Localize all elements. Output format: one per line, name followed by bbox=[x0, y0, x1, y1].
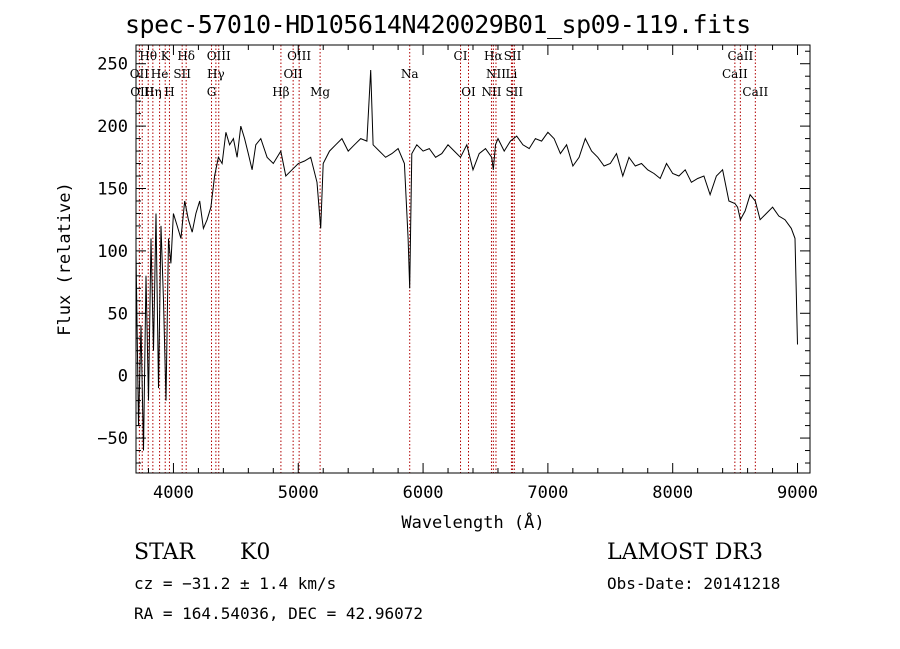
spectral-line-label: OIII bbox=[130, 85, 154, 99]
x-axis-label: Wavelength (Å) bbox=[401, 511, 544, 533]
spectral-line-label: OI bbox=[461, 85, 476, 99]
y-tick-label: −50 bbox=[97, 429, 128, 449]
x-tick-label: 9000 bbox=[777, 483, 818, 503]
flux-series-line bbox=[135, 69, 798, 451]
x-tick-label: 5000 bbox=[278, 483, 319, 503]
spectral-line-label: OII bbox=[130, 67, 150, 81]
y-tick-label: 150 bbox=[97, 179, 128, 199]
spectral-line-label: OII bbox=[283, 67, 303, 81]
cz-value: cz = −31.2 ± 1.4 km/s bbox=[134, 574, 337, 593]
spectral-line-label: OIII bbox=[207, 49, 231, 63]
radec-value: RA = 164.54036, DEC = 42.96072 bbox=[134, 604, 423, 623]
spectral-line-label: G bbox=[207, 85, 217, 99]
spectral-line-label: Na bbox=[401, 67, 419, 81]
spectral-line-label: Mg bbox=[310, 85, 330, 99]
survey-name: LAMOST DR3 bbox=[607, 540, 763, 565]
y-tick-label: 50 bbox=[108, 304, 128, 324]
spectral-line-label: CaII bbox=[722, 67, 748, 81]
y-tick-label: 0 bbox=[118, 367, 128, 387]
object-class: STAR bbox=[134, 540, 195, 565]
spectral-line-label: OIII bbox=[287, 49, 311, 63]
spectral-line-label: Hθ bbox=[139, 49, 157, 63]
spectral-line-label: CaII bbox=[742, 85, 768, 99]
plot-frame bbox=[135, 44, 811, 474]
x-tick-label: 8000 bbox=[652, 483, 693, 503]
y-tick-label: 250 bbox=[97, 55, 128, 75]
spectral-line-label: NII bbox=[481, 85, 501, 99]
spectral-line-label: SII bbox=[173, 67, 191, 81]
obs-date: Obs-Date: 20141218 bbox=[607, 574, 781, 593]
spectral-line-label: Hα bbox=[484, 49, 503, 63]
spectral-line-label: H bbox=[164, 85, 174, 99]
spectral-line-label: CaII bbox=[727, 49, 753, 63]
spectral-line-label: NII bbox=[486, 67, 506, 81]
y-tick-label: 200 bbox=[97, 117, 128, 137]
spectral-line-label: Hη bbox=[144, 85, 162, 99]
spectral-line-label: Li bbox=[506, 67, 518, 81]
y-axis-label: Flux (relative) bbox=[55, 182, 75, 336]
spectral-line-label: Hδ bbox=[177, 49, 195, 63]
spectral-line-label: SII bbox=[505, 85, 523, 99]
spectral-line-label: Hβ bbox=[272, 85, 289, 99]
x-tick-label: 4000 bbox=[153, 483, 194, 503]
spectral-line-label: CI bbox=[454, 49, 468, 63]
spectral-subclass: K0 bbox=[240, 540, 271, 565]
y-tick-label: 100 bbox=[97, 242, 128, 262]
spectral-line-label: SII bbox=[504, 49, 522, 63]
x-tick-label: 7000 bbox=[527, 483, 568, 503]
spectral-line-label: K bbox=[161, 49, 171, 63]
spectral-line-label: He bbox=[151, 67, 169, 81]
spectral-line-label: Hγ bbox=[207, 67, 225, 81]
x-tick-label: 6000 bbox=[403, 483, 444, 503]
chart-title: spec-57010-HD105614N420029B01_sp09-119.f… bbox=[125, 10, 751, 39]
